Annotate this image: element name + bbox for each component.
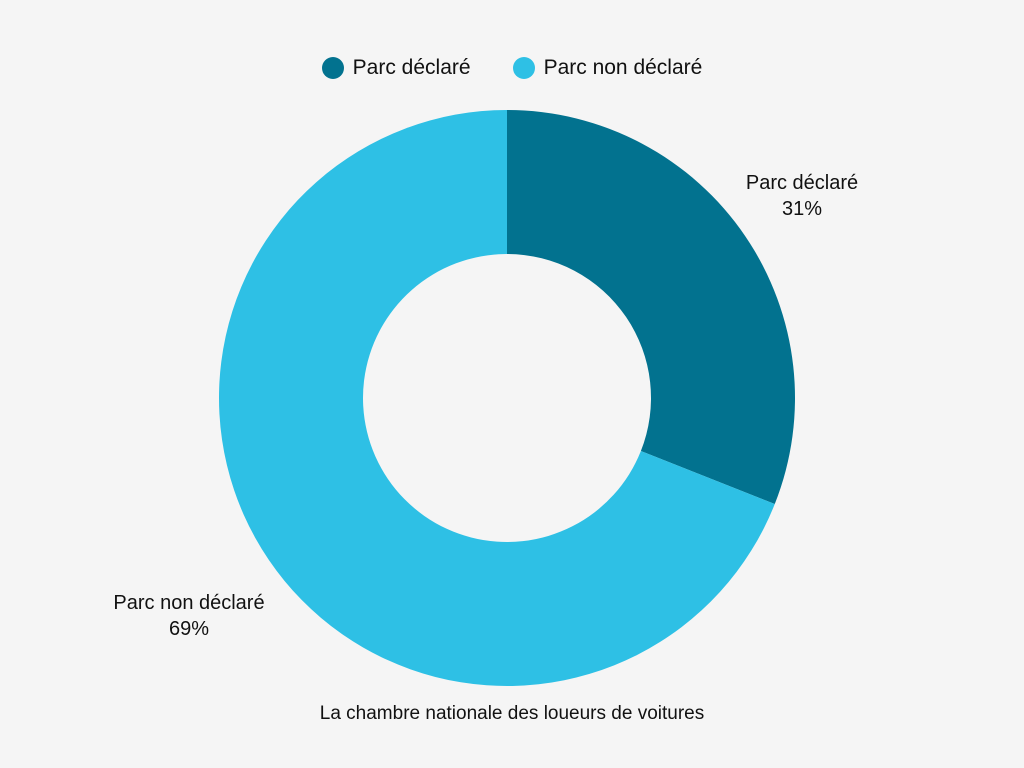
- legend-label-parc-non-declare: Parc non déclaré: [543, 56, 703, 79]
- donut-slice-parc-non-declare: [218, 110, 775, 686]
- legend-swatch-parc-non-declare: [512, 57, 535, 79]
- legend-item-parc-non-declare: Parc non déclaré: [512, 56, 703, 80]
- chart-legend: Parc déclaré Parc non déclaré: [0, 56, 1024, 80]
- slice-label-parc-non-declare: Parc non déclaré 69%: [84, 590, 294, 642]
- slice-label-value: 31%: [781, 198, 823, 220]
- chart-caption: La chambre nationale des loueurs de voit…: [319, 703, 705, 724]
- donut-slice-parc-declare: [507, 110, 796, 505]
- legend-swatch-parc-declare: [321, 57, 344, 79]
- slice-label-category: Parc non déclaré: [113, 592, 265, 614]
- legend-item-parc-declare: Parc déclaré: [321, 56, 471, 80]
- slice-label-category: Parc déclaré: [745, 172, 859, 194]
- slice-label-value: 69%: [168, 618, 210, 640]
- slice-label-parc-declare: Parc déclaré 31%: [722, 170, 882, 222]
- legend-label-parc-declare: Parc déclaré: [352, 56, 471, 79]
